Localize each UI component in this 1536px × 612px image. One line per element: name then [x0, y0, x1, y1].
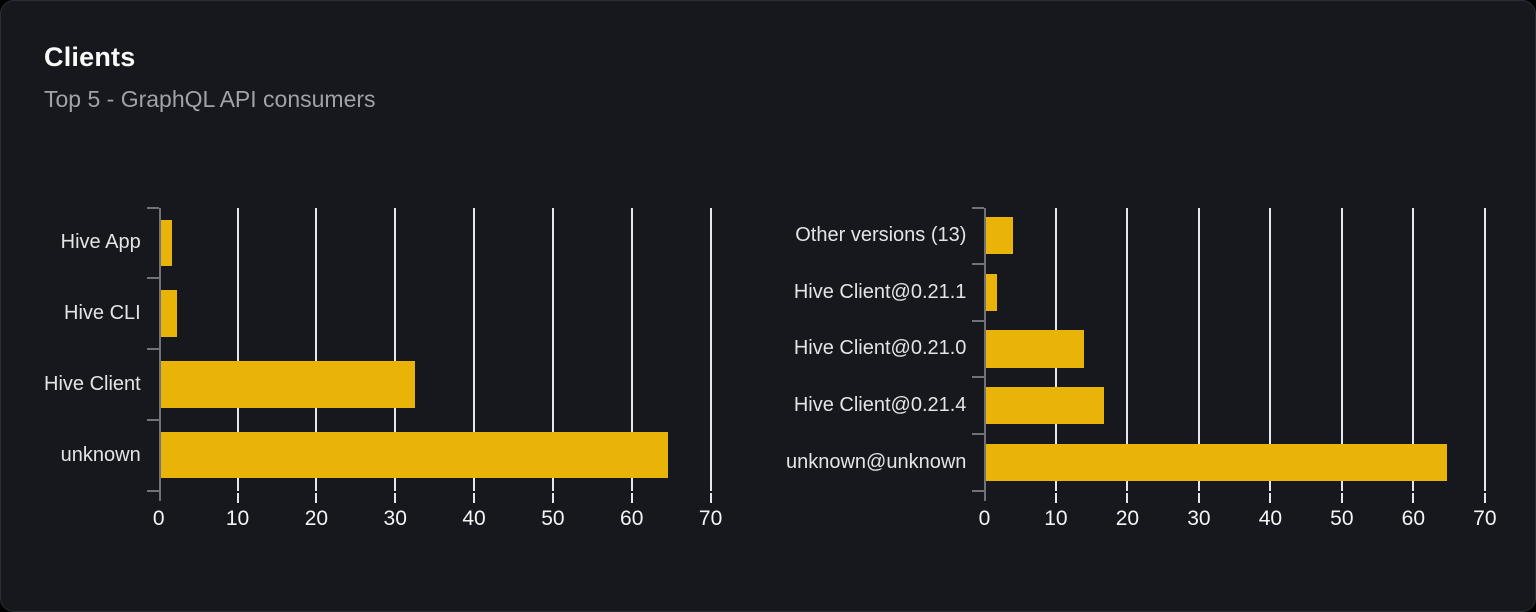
category-label-hive-client-0.21.4: Hive Client@0.21.4 — [793, 394, 967, 417]
gridline-20 — [315, 207, 318, 491]
category-label-unknown-unknown: unknown@unknown — [786, 450, 967, 473]
bar-other-versions-13 — [986, 217, 1013, 255]
category-label-hive-app: Hive App — [60, 231, 141, 254]
x-axis-tick-label-60: 60 — [1401, 506, 1426, 530]
x-axis-tick-label-50: 50 — [541, 506, 565, 530]
y-axis-tick — [146, 206, 159, 209]
x-axis-tick-label-40: 40 — [1258, 506, 1283, 530]
gridline-50 — [551, 207, 554, 491]
x-axis-tick-label-10: 10 — [1044, 506, 1068, 530]
gridline-70 — [1483, 207, 1486, 491]
gridline-70 — [709, 207, 712, 491]
y-axis-labels: Hive App Hive CLI Hive Client unknown — [44, 208, 159, 491]
x-axis-tick-10 — [236, 492, 239, 503]
y-axis-tick — [972, 376, 985, 379]
y-axis-tick — [146, 418, 159, 421]
x-axis-tick-label-20: 20 — [1115, 506, 1140, 530]
x-axis-tick-60 — [1412, 492, 1415, 503]
plot-area — [146, 206, 750, 503]
x-axis-tick-label-0: 0 — [152, 506, 165, 530]
bar-hive-cli — [160, 290, 178, 337]
bar-unknown — [160, 431, 669, 479]
gridline-60 — [630, 207, 633, 491]
gridline-40 — [473, 207, 476, 491]
x-axis-tick-label-0: 0 — [978, 506, 991, 530]
x-axis-tick-70 — [1483, 492, 1486, 503]
plot-area — [972, 206, 1492, 503]
x-axis-tick-40 — [1269, 492, 1272, 503]
y-axis-tick — [972, 319, 985, 322]
y-axis-line — [158, 207, 161, 501]
bar-hive-client-0.21.4 — [986, 386, 1104, 425]
card-title: Clients — [44, 42, 136, 72]
bar-unknown-unknown — [986, 443, 1447, 481]
gridline-10 — [236, 207, 239, 491]
gridline-50 — [1340, 207, 1343, 491]
x-axis-tick-label-20: 20 — [304, 506, 329, 530]
bar-hive-client — [160, 361, 415, 408]
charts-row: Hive App Hive CLI Hive Client unknown 0 10 20… — [44, 206, 1497, 535]
x-axis-tick-60 — [630, 492, 633, 503]
card-subtitle: Top 5 - GraphQL API consumers — [44, 85, 376, 112]
y-axis-labels: Other versions (13) Hive Client@0.21.1 Hiv… — [786, 208, 984, 491]
category-label-unknown: unknown — [60, 443, 141, 466]
x-axis-tick-50 — [1340, 492, 1343, 503]
x-axis-tick-label-70: 70 — [1473, 506, 1497, 530]
x-axis-tick-label-70: 70 — [698, 506, 723, 530]
category-label-hive-client: Hive Client — [44, 372, 141, 395]
category-label-other-versions-13: Other versions (13) — [795, 224, 967, 247]
chart-clients-by-version: Other versions (13) Hive Client@0.21.1 Hiv… — [786, 206, 1497, 535]
x-axis-tick-10 — [1054, 492, 1057, 503]
x-axis-tick-20 — [1126, 492, 1129, 503]
y-axis-tick — [972, 432, 985, 435]
x-axis-tick-label-30: 30 — [1187, 506, 1211, 530]
y-axis-tick — [972, 489, 985, 492]
chart-clients-by-name: Hive App Hive CLI Hive Client unknown 0 10 20… — [44, 206, 750, 535]
x-axis-labels: 0 10 20 30 40 50 60 70 — [153, 491, 750, 535]
y-axis-tick — [146, 348, 159, 350]
y-axis-line — [984, 207, 987, 501]
x-axis-tick-50 — [551, 492, 554, 503]
y-axis-tick — [972, 263, 985, 266]
x-axis-labels: 0 10 20 30 40 50 60 70 — [979, 491, 1497, 535]
gridline-20 — [1126, 207, 1129, 491]
x-axis-tick-70 — [709, 492, 712, 503]
y-axis-tick — [146, 277, 159, 280]
bar-hive-app — [160, 219, 172, 267]
gridline-60 — [1412, 207, 1415, 491]
x-axis-tick-label-40: 40 — [462, 506, 486, 530]
bar-hive-client-0.21.1 — [986, 273, 998, 312]
x-axis-tick-30 — [1197, 492, 1200, 503]
y-axis-tick — [146, 489, 159, 492]
gridline-30 — [1197, 207, 1200, 491]
x-axis-tick-label-60: 60 — [620, 506, 644, 530]
category-label-hive-cli: Hive CLI — [64, 302, 141, 325]
category-label-hive-client-0.21.0: Hive Client@0.21.0 — [793, 337, 967, 360]
x-axis-tick-40 — [473, 492, 476, 503]
x-axis-tick-label-30: 30 — [383, 506, 407, 530]
x-axis-tick-label-50: 50 — [1330, 506, 1354, 530]
category-label-hive-client-0.21.1: Hive Client@0.21.1 — [793, 280, 967, 303]
x-axis-tick-30 — [394, 492, 397, 503]
gridline-40 — [1269, 207, 1272, 491]
gridline-30 — [394, 207, 397, 491]
bar-hive-client-0.21.0 — [986, 330, 1085, 368]
x-axis-tick-20 — [315, 492, 318, 503]
y-axis-tick — [972, 206, 985, 209]
x-axis-tick-label-10: 10 — [225, 506, 250, 530]
